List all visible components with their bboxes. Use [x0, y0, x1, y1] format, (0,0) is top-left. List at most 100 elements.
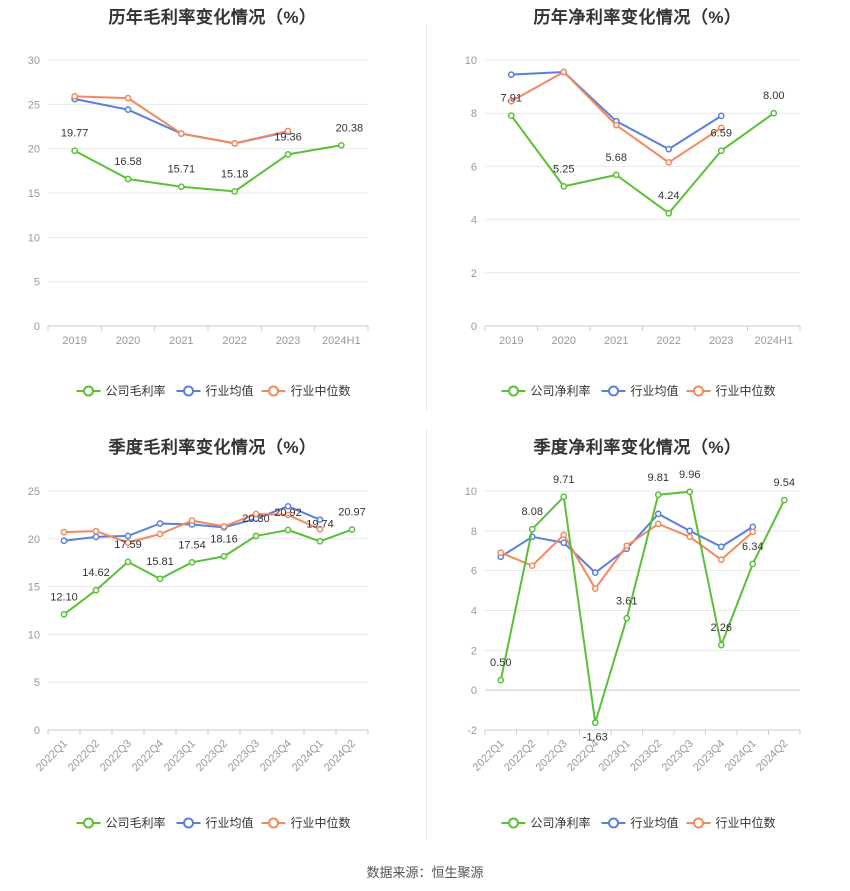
data-point [231, 188, 239, 195]
x-tick-label: 2024H1 [754, 335, 793, 347]
data-point [665, 159, 673, 166]
data-label: 0.50 [490, 657, 511, 669]
data-point [560, 68, 568, 76]
y-tick-label: 10 [465, 486, 477, 498]
legend-swatch-marker [693, 385, 704, 397]
x-tick-label: 2023Q1 [162, 738, 198, 774]
data-point [665, 145, 673, 153]
y-tick-label: 6 [471, 566, 477, 578]
data-point [348, 526, 356, 533]
data-point [717, 556, 725, 564]
data-label: 9.96 [679, 469, 700, 481]
legend-label: 行业均值 [631, 815, 679, 830]
series-line [510, 112, 775, 215]
data-label: 6.34 [742, 541, 763, 553]
data-point [686, 533, 694, 541]
data-label: 9.71 [553, 474, 574, 486]
data-point [60, 528, 68, 536]
chart-title: 季度毛利率变化情况（%） [108, 438, 317, 457]
data-point [780, 496, 788, 504]
legend-label: 行业均值 [206, 815, 254, 830]
x-tick-label: 2020 [116, 335, 140, 347]
data-point [665, 209, 673, 217]
data-point [177, 183, 185, 191]
legend-label: 行业中位数 [716, 383, 776, 398]
legend-swatch-marker [608, 385, 619, 397]
data-point [316, 525, 324, 533]
data-point [654, 520, 662, 528]
data-label: 18.16 [210, 533, 238, 545]
x-tick-label: 2023 [276, 335, 300, 347]
data-point [220, 523, 228, 530]
data-point [497, 676, 505, 684]
data-point [284, 150, 292, 158]
data-point [591, 585, 599, 592]
y-tick-label: 10 [28, 629, 40, 641]
data-label: 20.30 [242, 513, 270, 525]
panel-divider [426, 25, 427, 410]
legend-swatch-marker [268, 385, 279, 397]
data-point [252, 532, 260, 540]
series-line [510, 70, 722, 164]
y-tick-label: 15 [28, 188, 40, 200]
legend-label: 行业中位数 [291, 383, 351, 398]
data-point [316, 516, 324, 524]
x-tick-label: 2022Q1 [471, 738, 507, 774]
data-point [654, 491, 662, 499]
quarterly-gross-margin-chart: 季度毛利率变化情况（%） 0 5 10 15 20 25 2022Q1 2022Q2 2022Q… [0, 430, 425, 860]
y-tick-label: 4 [471, 215, 477, 227]
data-label: 20.92 [274, 507, 302, 519]
data-point [749, 560, 757, 568]
legend-label: 公司净利率 [531, 815, 591, 830]
y-tick-label: 20 [28, 534, 40, 546]
data-point [717, 147, 725, 155]
legend-swatch-marker [83, 385, 94, 397]
data-label: 16.58 [114, 156, 142, 168]
quarterly-net-margin-chart: 季度净利率变化情况（%） -2 0 2 4 6 8 10 2022Q1 2022Q2 2022Q3… [425, 430, 850, 860]
data-point [252, 510, 260, 518]
legend-label: 公司毛利率 [106, 383, 166, 398]
data-label: 5.25 [553, 163, 574, 175]
chart-title: 历年毛利率变化情况（%） [108, 8, 317, 27]
data-label: 9.54 [774, 477, 795, 489]
annual-net-margin-chart: 历年净利率变化情况（%） 0 2 4 6 8 10 2019 2020 2021 2022 2023… [425, 0, 850, 430]
data-label: 8.08 [522, 506, 543, 518]
data-point [71, 93, 79, 100]
y-tick-label: 15 [28, 582, 40, 594]
data-point [717, 641, 725, 649]
series-line [63, 528, 353, 616]
data-label: 19.36 [274, 131, 302, 143]
data-label: -1.63 [583, 732, 608, 744]
x-tick-label: 2020 [552, 335, 576, 347]
y-tick-label: 8 [471, 108, 477, 120]
data-point [92, 527, 100, 535]
data-label: 2.26 [711, 622, 732, 634]
data-point [92, 586, 100, 594]
data-label: 5.68 [606, 152, 627, 164]
chart-canvas: -202468102022Q12022Q22022Q32022Q42023Q12… [465, 469, 801, 830]
data-point [654, 510, 662, 518]
data-label: 20.38 [336, 122, 364, 134]
chart-canvas: 0 5 10 15 20 25 30 2019 2020 2021 2022 2023 2024H1 19… [28, 55, 369, 398]
data-point [71, 147, 79, 155]
data-point [60, 610, 68, 618]
x-tick-label: 2022Q3 [534, 738, 570, 774]
legend-swatch-marker [608, 817, 619, 829]
data-point [749, 528, 757, 536]
data-label: 15.71 [168, 164, 196, 176]
data-label: 19.74 [306, 518, 334, 530]
data-point [560, 493, 568, 501]
data-point [623, 542, 631, 550]
data-point [284, 511, 292, 519]
legend-swatch-marker [508, 817, 519, 829]
y-tick-label: 5 [34, 277, 40, 289]
legend-label: 行业中位数 [291, 815, 351, 830]
data-point [156, 520, 164, 527]
y-tick-label: 25 [28, 486, 40, 498]
data-point [284, 127, 292, 135]
y-tick-label: 2 [471, 268, 477, 280]
data-label: 14.62 [82, 567, 110, 579]
data-label: 17.59 [114, 539, 142, 551]
data-label: 6.59 [711, 128, 732, 140]
data-point [528, 525, 536, 533]
